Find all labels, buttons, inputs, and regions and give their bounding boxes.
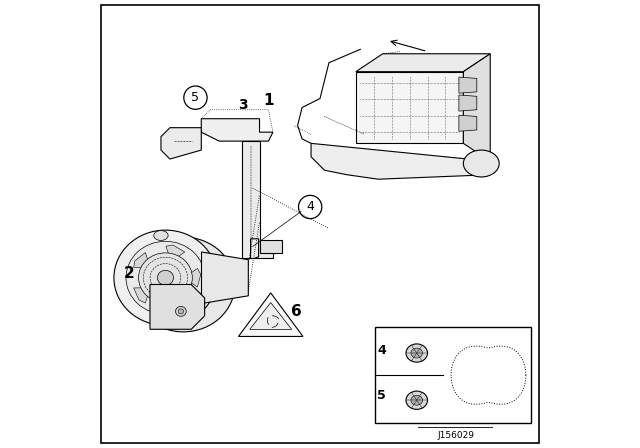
Text: J156029: J156029 bbox=[437, 431, 474, 439]
Polygon shape bbox=[134, 253, 150, 268]
Polygon shape bbox=[459, 95, 477, 111]
Ellipse shape bbox=[411, 348, 422, 358]
Ellipse shape bbox=[406, 344, 428, 362]
Ellipse shape bbox=[406, 391, 428, 409]
Circle shape bbox=[298, 195, 322, 219]
Polygon shape bbox=[184, 268, 201, 287]
Polygon shape bbox=[202, 252, 248, 304]
Polygon shape bbox=[459, 115, 477, 131]
Polygon shape bbox=[260, 240, 282, 253]
Text: 2: 2 bbox=[124, 266, 135, 281]
Polygon shape bbox=[241, 141, 273, 258]
Polygon shape bbox=[250, 239, 259, 258]
Circle shape bbox=[184, 86, 207, 109]
Polygon shape bbox=[459, 77, 477, 93]
Polygon shape bbox=[150, 284, 205, 329]
Text: 5: 5 bbox=[378, 388, 386, 402]
Polygon shape bbox=[161, 128, 201, 159]
Polygon shape bbox=[239, 293, 303, 336]
Ellipse shape bbox=[411, 395, 422, 405]
Ellipse shape bbox=[463, 150, 499, 177]
Polygon shape bbox=[356, 72, 463, 143]
Text: 5: 5 bbox=[191, 91, 200, 104]
Polygon shape bbox=[463, 54, 490, 161]
Polygon shape bbox=[166, 245, 185, 262]
Text: 4: 4 bbox=[306, 200, 314, 214]
Ellipse shape bbox=[157, 270, 173, 285]
Ellipse shape bbox=[132, 237, 235, 332]
Polygon shape bbox=[201, 119, 273, 141]
Ellipse shape bbox=[154, 231, 168, 241]
Ellipse shape bbox=[175, 306, 186, 316]
Polygon shape bbox=[356, 54, 490, 72]
Ellipse shape bbox=[126, 241, 205, 314]
Ellipse shape bbox=[178, 309, 184, 314]
Polygon shape bbox=[166, 294, 185, 309]
Ellipse shape bbox=[114, 230, 217, 325]
Text: 1: 1 bbox=[263, 93, 274, 108]
Polygon shape bbox=[250, 302, 292, 329]
Polygon shape bbox=[311, 143, 490, 179]
Ellipse shape bbox=[138, 253, 192, 303]
Polygon shape bbox=[134, 288, 150, 303]
Bar bbox=[374, 327, 531, 423]
Text: 6: 6 bbox=[291, 304, 302, 319]
Text: 4: 4 bbox=[378, 344, 386, 357]
Text: 3: 3 bbox=[237, 98, 247, 112]
